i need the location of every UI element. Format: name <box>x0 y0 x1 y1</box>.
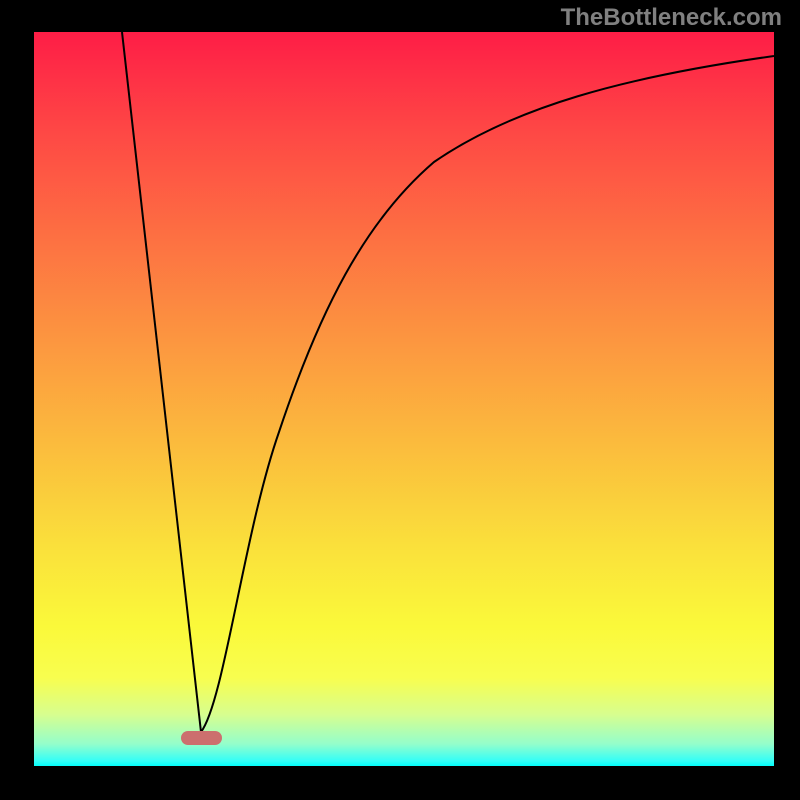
chart-container: TheBottleneck.com <box>0 0 800 800</box>
curve-right-sweep <box>201 56 774 732</box>
curve-layer <box>34 32 774 766</box>
plot-area <box>34 32 774 766</box>
bottleneck-marker <box>181 731 222 745</box>
watermark-text: TheBottleneck.com <box>561 4 782 32</box>
curve-left-leg <box>122 32 201 732</box>
